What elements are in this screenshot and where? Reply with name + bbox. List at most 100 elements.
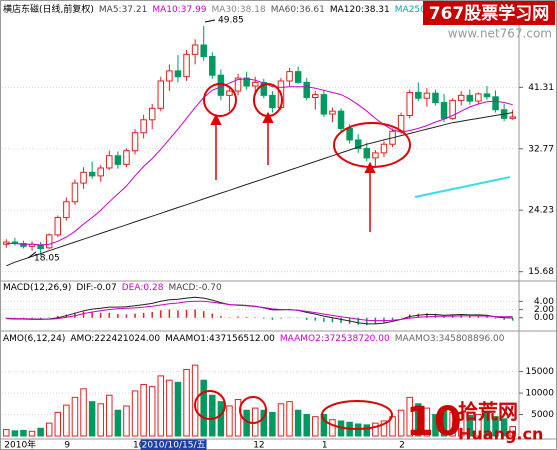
volume-bar [509, 426, 516, 437]
watermark-bottom: 10 拾荒网 Huang.cn [406, 399, 543, 445]
trend-line [414, 176, 511, 198]
volume-bar [131, 390, 139, 437]
x-tick-label: 10 [133, 441, 145, 450]
watermark-text: 767股票学习网 [429, 3, 550, 24]
volume-bar [423, 407, 431, 437]
x-tick-label: 2010年 [4, 439, 36, 450]
volume-bar [500, 418, 508, 437]
header-item: MA120:38.31 [330, 5, 390, 15]
candle-body [286, 71, 293, 82]
volume-bar [226, 405, 233, 437]
volume-bar [457, 413, 465, 437]
volume-bar [45, 422, 53, 437]
volume-bar [294, 409, 302, 437]
volume-bar [140, 383, 147, 437]
y-tick-label: 41.31 [528, 83, 554, 93]
volume-bar [3, 429, 10, 437]
line-series [6, 112, 513, 267]
line-series [6, 78, 513, 246]
volume-bar [432, 414, 439, 437]
candle-body [37, 244, 44, 250]
candle-body [97, 167, 104, 177]
volume-bar [372, 422, 379, 437]
volume-bar [269, 411, 276, 437]
date-highlight [140, 439, 207, 450]
candle-body [492, 96, 499, 111]
x-tick-label: 1 [322, 441, 328, 450]
candle-body [415, 91, 422, 99]
candle-body [337, 110, 345, 129]
x-tick-label: 9 [64, 441, 70, 450]
y-tick-label: 2.00 [534, 305, 554, 315]
candle-body [140, 119, 147, 134]
line-series [6, 300, 513, 322]
candle-body [54, 217, 62, 236]
volume-bar [363, 424, 371, 437]
candle-body [449, 99, 456, 119]
volume-bar [380, 420, 388, 437]
candle-body [20, 242, 27, 247]
volume-bar [37, 427, 44, 437]
volume-bar [483, 411, 491, 437]
header-item: MAAMO1:437156512.00 [165, 334, 275, 344]
candle-body [354, 139, 362, 150]
candle-body [320, 94, 328, 115]
volume-bar [234, 399, 242, 437]
header-item: MAAMO3:345808896.00 [395, 334, 505, 344]
low-label: 18.05 [34, 254, 60, 264]
candle-body [88, 171, 96, 177]
candle-body [440, 102, 448, 119]
header-item: DEA:0.28 [122, 283, 164, 293]
volume-bar [114, 409, 122, 437]
volume-bar [174, 381, 182, 437]
candle-body [294, 71, 302, 83]
volume-bar [475, 414, 482, 437]
header-item: MA60:36.61 [271, 5, 325, 15]
candle-body [346, 127, 353, 141]
y-tick-label: 4.00 [534, 297, 554, 307]
volume-bar [88, 401, 96, 437]
candle-body [217, 74, 225, 96]
candle-body [380, 143, 388, 154]
watermark-top: 767股票学习网 www.net767.com [423, 1, 555, 41]
y-tick-label: 15000 [525, 367, 554, 377]
candle-body [131, 132, 139, 152]
candle-body [363, 148, 371, 159]
volume-bar [440, 409, 448, 437]
volume-bar [415, 403, 422, 437]
candle-body [80, 171, 87, 184]
candle-body [251, 81, 259, 87]
header-item: MA5:37.21 [99, 5, 147, 15]
header-item: MA10:37.99 [152, 5, 206, 15]
candle-body [234, 77, 242, 92]
circle [321, 400, 393, 430]
watermark-url: www.net767.com [448, 27, 552, 41]
candle-body [148, 107, 156, 121]
volume-bar [397, 409, 405, 437]
header-item: 横店东磁(日线,前复权) [3, 3, 94, 15]
candle-body [191, 44, 199, 55]
volume-bar [106, 394, 113, 437]
candle-body [157, 80, 165, 109]
pointer [27, 251, 37, 259]
y-tick-label: 0.00 [534, 313, 554, 323]
annotation-shapes [27, 19, 511, 430]
candle-body [406, 91, 413, 116]
volume-bar [200, 379, 207, 437]
volume-bar [97, 403, 104, 437]
watermark-url: Huang.cn [458, 425, 543, 444]
candle-body [312, 94, 319, 99]
volume-bar [183, 368, 190, 437]
volume-bar [312, 416, 319, 437]
watermark-number: 10 [406, 399, 462, 445]
watermark-text: 拾荒网 [458, 400, 518, 424]
candle-body [106, 155, 113, 169]
candle-body [483, 93, 491, 98]
watermark-box [423, 1, 555, 25]
volume-bar [492, 416, 499, 437]
pointer [204, 19, 216, 23]
volume-bar [28, 430, 36, 437]
candle-body [303, 81, 310, 99]
